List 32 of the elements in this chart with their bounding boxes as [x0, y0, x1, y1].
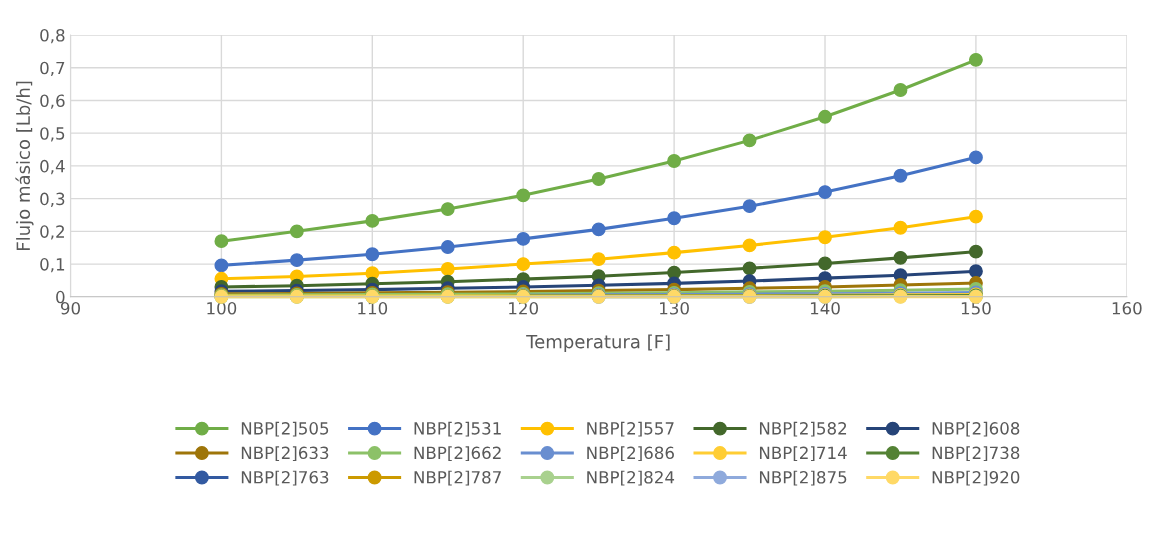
legend-label: NBP[2]531: [414, 421, 501, 437]
x-tick-label: 130: [660, 301, 689, 315]
legend-label: NBP[2]505: [241, 421, 329, 437]
legend-label: NBP[2]824: [587, 470, 675, 486]
x-tick-label: 140: [810, 301, 840, 315]
legend-label: NBP[2]582: [759, 421, 847, 437]
x-tick-label: 120: [509, 301, 539, 315]
x-tick-label: 100: [207, 301, 237, 315]
x-tick-label: 160: [1112, 301, 1142, 315]
legend-label: NBP[2]763: [241, 470, 329, 486]
legend-label: NBP[2]633: [241, 446, 329, 462]
legend-label: NBP[2]662: [414, 446, 501, 462]
legend-label: NBP[2]738: [932, 446, 1020, 462]
y-tick-label: 0,8: [40, 28, 65, 44]
legend-label: NBP[2]608: [932, 421, 1020, 437]
y-tick-label: 0,5: [40, 127, 65, 142]
y-axis-title: Flujo másico [Lb/h]: [15, 81, 34, 250]
legend-label: NBP[2]787: [414, 470, 501, 486]
y-tick-label: 0,7: [40, 61, 65, 76]
legend-label: NBP[2]714: [759, 446, 847, 462]
legend-label: NBP[2]920: [932, 470, 1020, 486]
x-axis-title: Temperatura [F]: [526, 334, 670, 352]
x-tick-label: 110: [358, 301, 388, 315]
y-tick-label: 0: [56, 290, 65, 304]
y-tick-label: 0,4: [40, 159, 65, 175]
legend-label: NBP[2]686: [587, 446, 674, 462]
y-tick-label: 0,3: [40, 192, 65, 207]
y-tick-label: 0,2: [40, 225, 64, 240]
y-tick-label: 0,1: [40, 258, 65, 273]
y-tick-label: 0,6: [40, 94, 65, 109]
legend-label: NBP[2]557: [587, 421, 674, 437]
legend-label: NBP[2]875: [759, 470, 847, 486]
